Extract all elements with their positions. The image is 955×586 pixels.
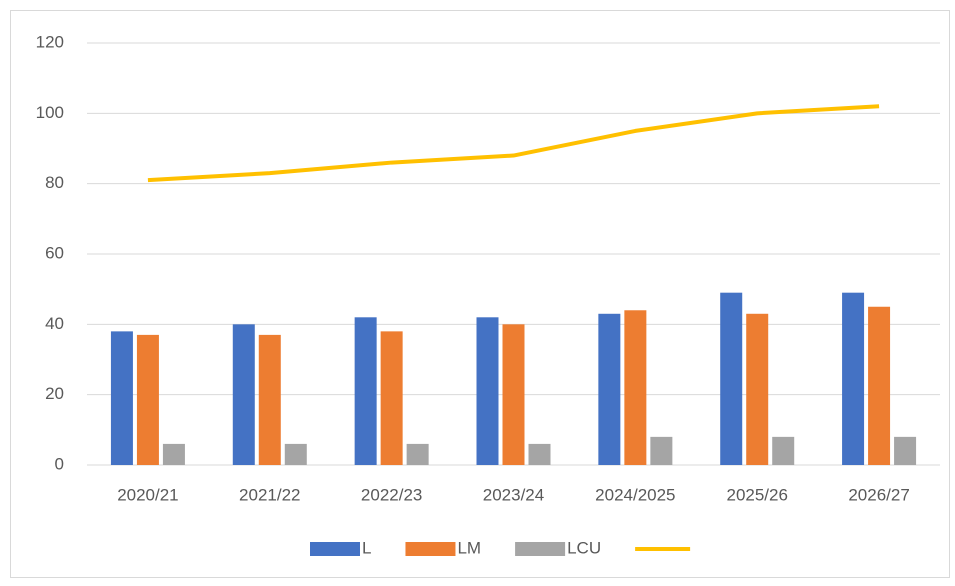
legend-label: LM	[457, 538, 481, 557]
x-tick-label: 2025/26	[726, 485, 787, 504]
x-tick-label: 2022/23	[361, 485, 422, 504]
bar	[476, 317, 499, 465]
x-tick-label: 2026/27	[848, 485, 909, 504]
bar	[624, 310, 647, 465]
legend-swatch	[515, 542, 566, 556]
x-tick-label: 2020/21	[117, 485, 178, 504]
bar	[502, 324, 525, 465]
bar	[842, 292, 865, 465]
line-series	[147, 104, 880, 183]
x-tick-label: 2021/22	[239, 485, 300, 504]
y-tick-label: 100	[36, 103, 64, 122]
bar	[868, 306, 891, 465]
y-tick-label: 80	[45, 173, 64, 192]
bar	[720, 292, 743, 465]
bar	[258, 334, 281, 465]
bar	[598, 313, 621, 465]
chart-border	[10, 10, 950, 578]
bar	[528, 443, 551, 465]
bar	[650, 436, 673, 465]
legend-label: LCU	[567, 538, 601, 557]
bar	[354, 317, 377, 465]
legend-label: L	[362, 538, 371, 557]
bar	[110, 331, 133, 465]
bar	[232, 324, 255, 465]
y-tick-label: 60	[45, 243, 64, 262]
x-tick-label: 2023/24	[483, 485, 544, 504]
legend-swatch	[310, 542, 360, 556]
x-tick-label: 2024/2025	[595, 485, 675, 504]
bar	[380, 331, 403, 465]
bar	[894, 436, 917, 465]
bar	[136, 334, 159, 465]
y-tick-label: 0	[55, 454, 64, 473]
bar	[284, 443, 307, 465]
bar	[772, 436, 795, 465]
bar	[746, 313, 769, 465]
y-tick-label: 20	[45, 384, 64, 403]
bar	[406, 443, 429, 465]
legend-swatch	[405, 542, 456, 556]
y-tick-label: 40	[45, 314, 64, 333]
y-tick-label: 120	[36, 32, 64, 51]
bar	[162, 443, 185, 465]
